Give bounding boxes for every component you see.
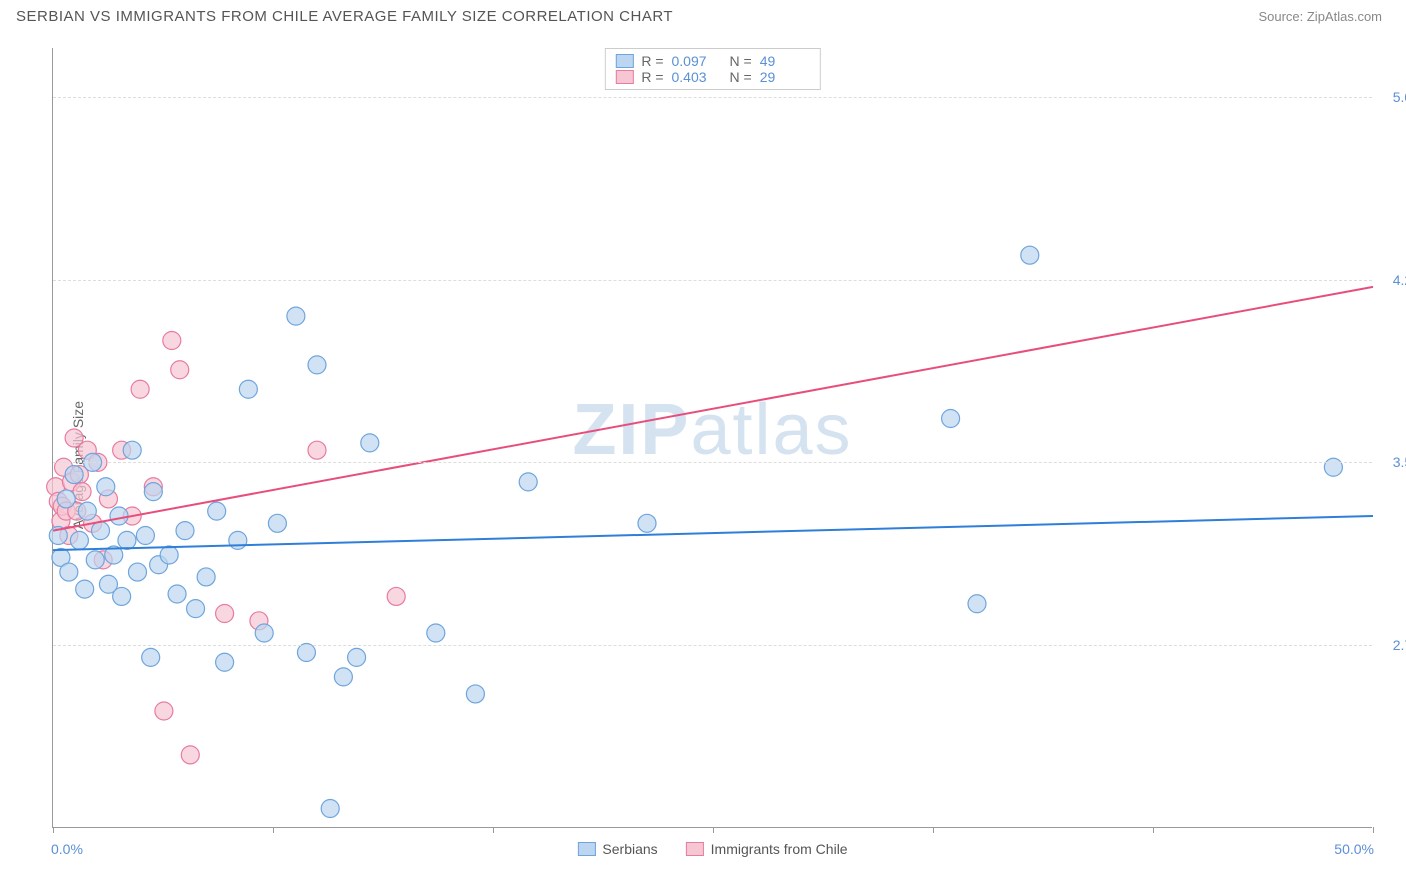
serbians-point — [268, 514, 286, 532]
x-tick — [53, 827, 54, 833]
chile-trendline — [53, 287, 1373, 531]
x-axis-min-label: 0.0% — [51, 841, 83, 857]
serbians-point — [70, 531, 88, 549]
gridline-h — [53, 280, 1372, 281]
legend-series-item: Immigrants from Chile — [686, 841, 848, 857]
y-tick-label: 5.00 — [1393, 89, 1406, 105]
legend-series-label: Immigrants from Chile — [711, 841, 848, 857]
serbians-point — [638, 514, 656, 532]
serbians-point — [65, 466, 83, 484]
chile-point — [387, 587, 405, 605]
chile-point — [155, 702, 173, 720]
serbians-point — [334, 668, 352, 686]
serbians-point — [1324, 458, 1342, 476]
serbians-point — [287, 307, 305, 325]
plot-area: ZIPatlas R =0.097N =49R =0.403N =29 Serb… — [52, 48, 1372, 828]
gridline-h — [53, 645, 1372, 646]
x-axis-max-label: 50.0% — [1334, 841, 1374, 857]
serbians-point — [361, 434, 379, 452]
gridline-h — [53, 97, 1372, 98]
serbians-point — [97, 478, 115, 496]
legend-series: Serbians Immigrants from Chile — [577, 841, 847, 857]
serbians-point — [229, 531, 247, 549]
legend-series-label: Serbians — [602, 841, 657, 857]
x-tick — [713, 827, 714, 833]
serbians-point — [144, 483, 162, 501]
serbians-point — [76, 580, 94, 598]
scatter-svg — [53, 48, 1372, 827]
chile-point — [181, 746, 199, 764]
chile-point — [131, 380, 149, 398]
serbians-point — [239, 380, 257, 398]
serbians-point — [197, 568, 215, 586]
serbians-point — [142, 648, 160, 666]
chile-point — [163, 332, 181, 350]
serbians-point — [308, 356, 326, 374]
gridline-h — [53, 462, 1372, 463]
x-tick — [493, 827, 494, 833]
serbians-point — [92, 522, 110, 540]
serbians-point — [519, 473, 537, 491]
chile-point — [308, 441, 326, 459]
serbians-point — [321, 800, 339, 818]
serbians-point — [255, 624, 273, 642]
x-tick — [1373, 827, 1374, 833]
x-tick — [273, 827, 274, 833]
x-tick — [1153, 827, 1154, 833]
chart-title: SERBIAN VS IMMIGRANTS FROM CHILE AVERAGE… — [16, 8, 673, 25]
legend-swatch — [686, 842, 704, 856]
serbians-point — [86, 551, 104, 569]
serbians-point — [1021, 246, 1039, 264]
serbians-point — [160, 546, 178, 564]
serbians-point — [168, 585, 186, 603]
serbians-point — [942, 410, 960, 428]
serbians-point — [968, 595, 986, 613]
serbians-point — [176, 522, 194, 540]
legend-series-item: Serbians — [577, 841, 657, 857]
chart-container: Average Family Size ZIPatlas R =0.097N =… — [0, 38, 1406, 892]
chile-point — [171, 361, 189, 379]
y-tick-label: 4.25 — [1393, 272, 1406, 288]
serbians-point — [187, 600, 205, 618]
serbians-point — [216, 653, 234, 671]
serbians-point — [136, 527, 154, 545]
serbians-point — [123, 441, 141, 459]
serbians-point — [208, 502, 226, 520]
serbians-point — [427, 624, 445, 642]
serbians-point — [60, 563, 78, 581]
serbians-point — [113, 587, 131, 605]
y-tick-label: 3.50 — [1393, 454, 1406, 470]
serbians-point — [57, 490, 75, 508]
serbians-point — [348, 648, 366, 666]
y-tick-label: 2.75 — [1393, 637, 1406, 653]
serbians-point — [118, 531, 136, 549]
source-label: Source: ZipAtlas.com — [1258, 9, 1382, 24]
serbians-point — [466, 685, 484, 703]
serbians-point — [297, 644, 315, 662]
serbians-point — [110, 507, 128, 525]
serbians-point — [128, 563, 146, 581]
x-tick — [933, 827, 934, 833]
serbians-trendline — [53, 516, 1373, 550]
legend-swatch — [577, 842, 595, 856]
serbians-point — [78, 502, 96, 520]
chile-point — [216, 605, 234, 623]
